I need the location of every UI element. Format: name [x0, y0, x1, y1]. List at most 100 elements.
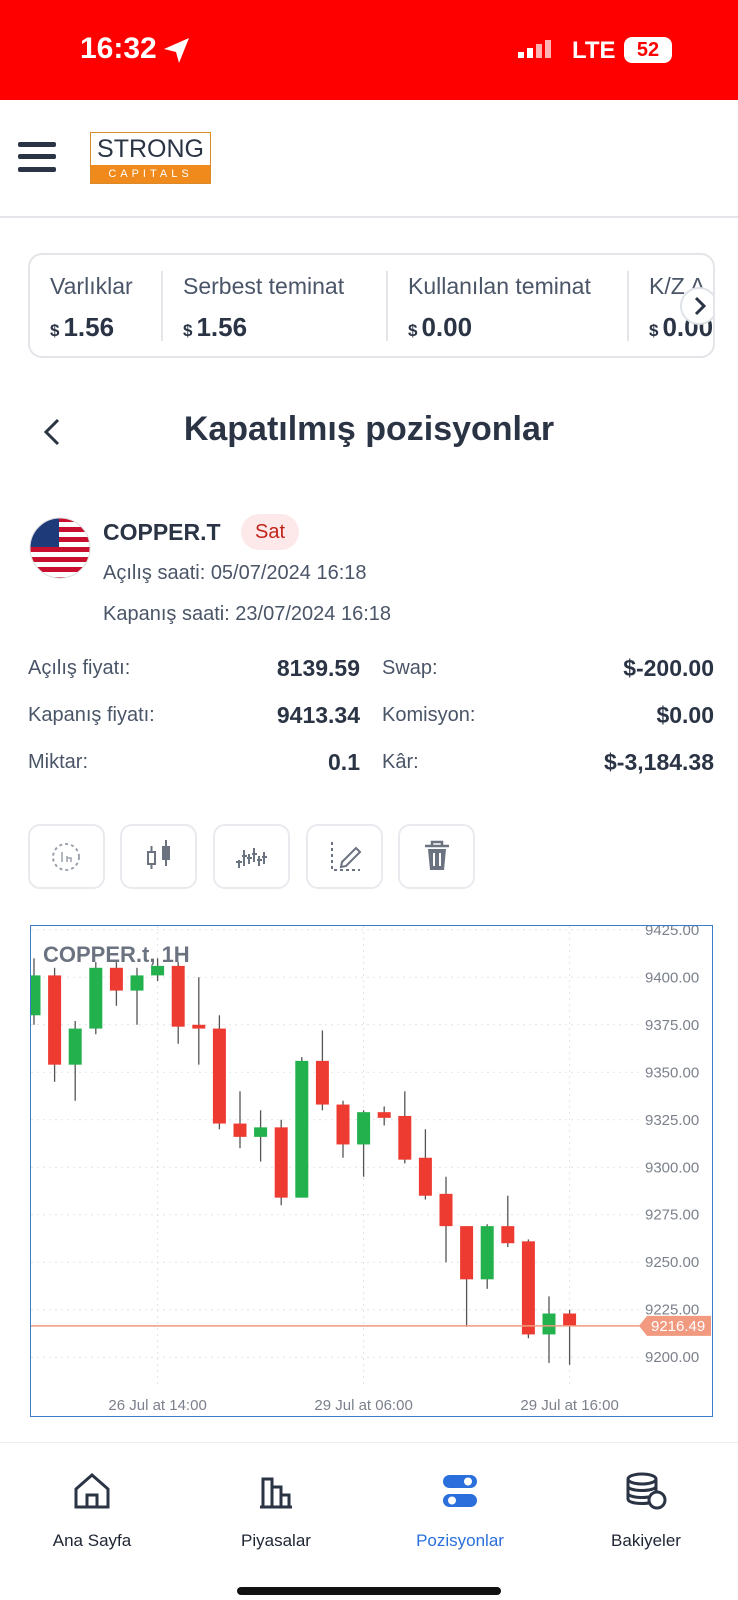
icon	[331, 842, 362, 871]
flag-icon	[29, 517, 91, 579]
balances-icon	[626, 1472, 667, 1510]
candle-body	[377, 1112, 391, 1118]
y-tick-label: 9200.00	[645, 1349, 699, 1366]
positions-icon	[443, 1475, 477, 1507]
candle-body	[48, 975, 62, 1065]
currency: $	[183, 321, 193, 340]
summary-label: Serbest teminat	[183, 273, 345, 299]
candle-body	[336, 1104, 350, 1145]
candle-body	[192, 1024, 206, 1029]
candle-body	[254, 1127, 268, 1137]
indicator-button[interactable]	[213, 824, 290, 889]
y-tick-label: 9275.00	[645, 1207, 699, 1224]
currency: $	[50, 321, 60, 340]
summary-value: $0.00	[408, 312, 591, 343]
candle-body	[418, 1157, 432, 1196]
detail-value: $-200.00	[623, 655, 714, 681]
open-time: Açılış saati: 05/07/2024 16:18	[103, 562, 367, 584]
amount: 0.00	[421, 312, 473, 342]
y-tick-label: 9325.00	[645, 1112, 699, 1129]
side-badge: Sat	[241, 514, 300, 550]
icon	[52, 843, 80, 871]
symbol: COPPER.T	[103, 519, 221, 545]
nav-item[interactable]: Bakiyeler	[611, 1531, 681, 1550]
detail-value: $-3,184.38	[604, 749, 714, 775]
candle-body	[233, 1123, 247, 1137]
amount: 1.56	[196, 312, 248, 342]
candle-body	[212, 1028, 226, 1124]
y-tick-label: 9250.00	[645, 1254, 699, 1271]
candle-body	[480, 1226, 494, 1280]
bottom-navigation: Ana Sayfa Piyasalar Pozisyonlar Bakiyele…	[0, 1442, 738, 1600]
x-tick-label: 26 Jul at 14:00	[108, 1397, 206, 1414]
separator	[161, 271, 163, 341]
detail-value: 8139.59	[276, 655, 360, 681]
separator	[627, 271, 629, 341]
candle-body	[295, 1060, 309, 1198]
nav-item[interactable]: Piyasalar	[241, 1531, 311, 1550]
y-tick-label: 9225.00	[645, 1302, 699, 1319]
last-price-label: 9216.49	[651, 1318, 705, 1335]
summary-item: Varlıklar $1.56	[50, 273, 133, 343]
candle-body	[357, 1112, 371, 1145]
separator	[386, 271, 388, 341]
drawing-button[interactable]	[306, 824, 383, 889]
account-summary: Varlıklar $1.56 Serbest teminat $1.56 Kull…	[28, 253, 715, 358]
y-tick-label: 9375.00	[645, 1017, 699, 1034]
y-tick-label: 9300.00	[645, 1159, 699, 1176]
x-tick-label: 29 Jul at 16:00	[520, 1397, 618, 1414]
amount: 1.56	[63, 312, 115, 342]
logo-text: STRONG	[97, 135, 204, 163]
candle-body	[31, 975, 41, 1016]
markets-icon	[260, 1477, 292, 1509]
candle-body	[171, 965, 185, 1027]
detail-label: Komisyon:	[382, 704, 476, 726]
detail-label: Swap:	[382, 657, 438, 679]
detail-label: Kâr:	[382, 751, 419, 773]
location-icon	[164, 38, 189, 63]
chart-title: COPPER.t, 1H	[43, 942, 190, 967]
clock: 16:32	[80, 32, 157, 65]
candle-body	[315, 1060, 329, 1105]
detail-label: Kapanış fiyatı:	[28, 704, 155, 726]
y-tick-label: 9400.00	[645, 969, 699, 986]
detail-label: Açılış fiyatı:	[28, 657, 131, 679]
home-indicator	[237, 1587, 501, 1595]
interval-button[interactable]	[28, 824, 105, 889]
delete-button[interactable]	[398, 824, 475, 889]
candle-body	[130, 975, 144, 991]
nav-item[interactable]: Pozisyonlar	[416, 1531, 504, 1550]
battery: 52	[624, 37, 672, 63]
detail-label: Miktar:	[28, 751, 88, 773]
candlestick-chart: COPPER.t, 1H 9200.00 9225.00 9250.00 9275.0…	[30, 925, 713, 1417]
x-tick-label: 29 Jul at 06:00	[314, 1397, 412, 1414]
candle-body	[68, 1028, 82, 1065]
page-title: Kapatılmış pozisyonlar	[183, 410, 555, 448]
summary-item: Kullanılan teminat $0.00	[408, 273, 591, 343]
summary-value: $1.56	[183, 312, 344, 343]
network: LTE	[572, 37, 616, 64]
close-time: Kapanış saati: 23/07/2024 16:18	[103, 603, 392, 625]
summary-label: Kullanılan teminat	[408, 273, 591, 299]
candle-body	[89, 967, 103, 1029]
candle-body	[398, 1115, 412, 1160]
icon	[236, 848, 267, 868]
candle-body	[109, 967, 123, 991]
y-tick-label: 9425.00	[645, 925, 699, 939]
icon	[147, 840, 170, 869]
candle-body	[501, 1226, 515, 1244]
menu-button[interactable]	[18, 140, 56, 174]
candle-body	[563, 1313, 577, 1326]
summary-item: Serbest teminat $1.56	[183, 273, 344, 343]
back-button[interactable]	[40, 416, 64, 448]
candle-body	[151, 965, 165, 976]
chart-type-button[interactable]	[120, 824, 197, 889]
detail-value: $0.00	[656, 702, 714, 728]
candle-body	[460, 1226, 474, 1280]
nav-item[interactable]: Ana Sayfa	[52, 1531, 132, 1550]
last-price-tag	[639, 1315, 711, 1336]
scroll-right-button[interactable]	[680, 287, 713, 325]
candle-body	[274, 1127, 288, 1198]
icon	[425, 840, 449, 870]
